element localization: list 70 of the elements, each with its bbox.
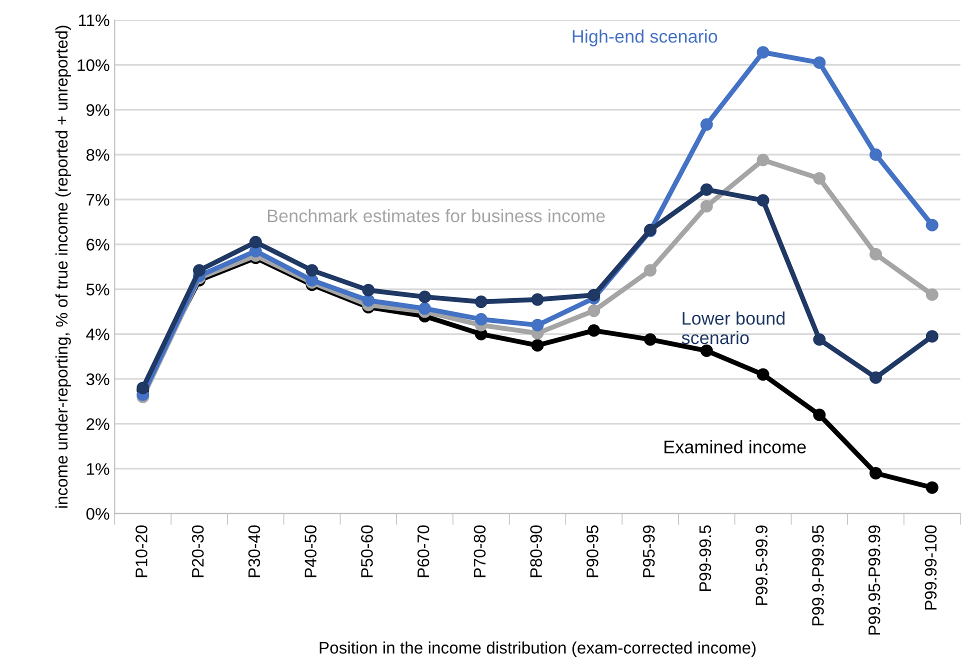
point — [870, 248, 882, 260]
point — [926, 330, 938, 343]
point — [813, 408, 826, 422]
y-tick-label: 1% — [87, 463, 110, 475]
point — [700, 200, 713, 212]
point — [193, 264, 206, 277]
y-tick-label: 9% — [86, 104, 110, 116]
y-tick-label: 5% — [86, 284, 110, 296]
x-tick-label: P99.5-99.9 — [756, 525, 768, 605]
point — [474, 313, 488, 326]
x-tick-label: P10-20 — [136, 525, 148, 578]
point — [531, 318, 544, 332]
y-tick-label: 8% — [86, 149, 110, 161]
y-tick-label: 2% — [86, 418, 110, 430]
x-tick-label: P50-60 — [361, 525, 373, 578]
point — [756, 46, 770, 59]
point — [926, 481, 938, 494]
x-tick-label: P90-95 — [586, 525, 598, 578]
x-axis-title: Position in the income distribution (exam-corrected income) — [320, 641, 756, 657]
point — [362, 284, 375, 296]
point — [700, 344, 713, 357]
y-tick-label: 10% — [78, 59, 110, 72]
y-tick-label: 3% — [86, 373, 110, 386]
point — [926, 288, 938, 301]
point — [362, 294, 375, 307]
point — [588, 304, 600, 318]
point — [756, 368, 770, 381]
point — [249, 236, 262, 248]
x-tick-label: P99.99-100 — [924, 525, 937, 610]
x-tick-label: P20-30 — [192, 525, 204, 578]
point — [531, 339, 544, 352]
y-tick-label: 4% — [86, 328, 110, 340]
point — [870, 148, 882, 161]
point — [418, 290, 432, 304]
x-tick-label: P60-70 — [417, 525, 430, 578]
point — [531, 293, 544, 306]
point — [588, 288, 600, 302]
point — [870, 371, 882, 384]
x-tick-label: P30-40 — [248, 525, 260, 578]
x-tick-label: P80-90 — [530, 525, 542, 578]
series-label: Examined income — [664, 440, 806, 454]
point — [756, 194, 770, 207]
point — [644, 264, 657, 277]
point — [700, 183, 713, 196]
y-tick-label: 11% — [78, 14, 110, 26]
x-tick-label: P99-99.5 — [699, 525, 712, 591]
y-axis-title: income under-reporting, % of true income (reported + unreported) — [55, 26, 71, 508]
point — [756, 154, 770, 166]
point — [870, 466, 882, 480]
point — [588, 324, 600, 337]
point — [813, 56, 826, 69]
point — [474, 296, 488, 308]
text: High-end scenario — [572, 30, 718, 46]
point — [644, 333, 657, 346]
y-tick-label: 6% — [86, 238, 110, 251]
x-tick-label: P99.95-P99.99 — [868, 525, 880, 635]
point — [813, 333, 826, 346]
point — [813, 172, 826, 185]
y-tick-label: 0% — [86, 508, 110, 520]
point — [700, 118, 713, 131]
point — [418, 302, 432, 315]
point — [926, 218, 938, 232]
y-tick-label: 7% — [86, 194, 110, 206]
x-tick-label: P99.9-P99.95 — [812, 525, 824, 626]
series-label: Lower bound scenario — [682, 311, 785, 344]
x-tick-label: P40-50 — [304, 525, 316, 578]
x-tick-label: P70-80 — [474, 525, 486, 578]
point — [306, 264, 318, 277]
x-tick-label: P95-99 — [642, 525, 655, 578]
series-label: Benchmark estimates for business income — [268, 209, 605, 222]
